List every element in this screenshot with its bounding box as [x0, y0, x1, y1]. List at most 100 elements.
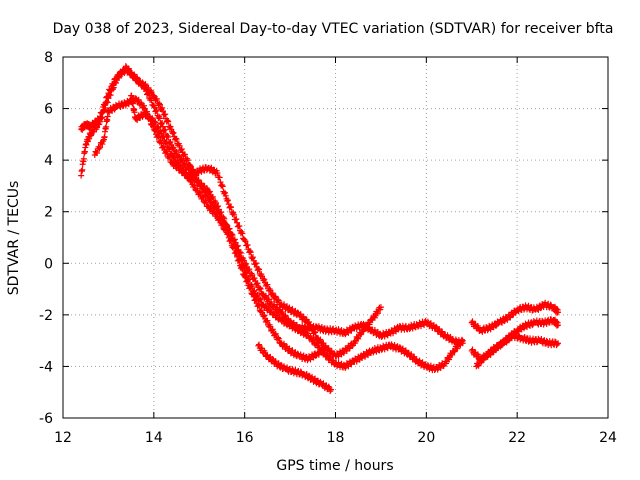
data-marker [501, 318, 508, 325]
data-marker [272, 358, 279, 365]
data-marker [112, 76, 119, 83]
data-marker [107, 87, 114, 94]
data-marker [216, 174, 223, 181]
data-marker [308, 324, 315, 331]
y-tick-label: -4 [39, 359, 53, 375]
data-marker [451, 348, 458, 355]
y-tick-label: 4 [44, 153, 53, 169]
data-marker [475, 362, 482, 369]
data-marker [191, 182, 198, 189]
data-marker [130, 100, 137, 107]
data-marker [188, 177, 195, 184]
data-marker [256, 302, 263, 309]
data-marker [162, 126, 169, 133]
data-marker [424, 318, 431, 325]
data-marker [226, 225, 233, 232]
data-marker [244, 241, 251, 248]
data-marker [137, 99, 144, 106]
data-marker [225, 197, 232, 204]
data-marker [439, 328, 446, 335]
data-marker [307, 333, 314, 340]
series-track-4 [255, 341, 334, 395]
data-point [159, 108, 166, 115]
data-marker [234, 219, 241, 226]
data-marker [256, 284, 263, 291]
data-marker [219, 221, 226, 228]
data-marker [173, 136, 180, 143]
data-marker [247, 285, 254, 292]
data-marker [104, 94, 111, 101]
data-marker [94, 124, 101, 131]
data-marker [97, 113, 104, 120]
data-marker [229, 232, 236, 239]
data-marker [169, 130, 176, 137]
data-marker [164, 117, 171, 124]
data-marker [179, 166, 186, 173]
data-marker [352, 340, 359, 347]
data-marker [190, 166, 197, 173]
data-marker [275, 335, 282, 342]
data-marker [206, 188, 213, 195]
data-marker [110, 80, 117, 87]
data-marker [477, 359, 484, 366]
data-marker [311, 328, 318, 335]
data-marker [145, 90, 152, 97]
data-marker [231, 211, 238, 218]
data-marker [269, 326, 276, 333]
data-marker [282, 312, 289, 319]
data-marker [402, 347, 409, 354]
data-marker [134, 74, 141, 81]
data-marker [254, 292, 261, 299]
data-marker [249, 271, 256, 278]
data-marker [146, 113, 153, 120]
data-marker [148, 97, 155, 104]
data-marker [159, 104, 166, 111]
data-point [214, 170, 221, 177]
data-marker [242, 274, 249, 281]
data-marker [231, 236, 238, 243]
data-marker [170, 129, 177, 136]
data-marker [396, 344, 403, 351]
data-point [150, 92, 157, 99]
data-marker [357, 331, 364, 338]
data-marker [219, 183, 226, 190]
data-marker [218, 220, 225, 227]
data-marker [449, 351, 456, 358]
data-marker [249, 290, 256, 297]
data-marker [228, 237, 235, 244]
data-marker [200, 194, 207, 201]
data-marker [272, 293, 279, 300]
x-tick-label: 12 [54, 430, 72, 446]
data-marker [166, 146, 173, 153]
data-marker [306, 318, 313, 325]
data-marker [156, 100, 163, 107]
data-marker [215, 203, 222, 210]
data-marker [102, 99, 109, 106]
y-tick-label: 8 [44, 50, 53, 66]
data-marker [505, 337, 512, 344]
data-marker [348, 361, 355, 368]
data-marker [218, 209, 225, 216]
y-tick-label: -2 [39, 308, 53, 324]
data-marker [140, 102, 147, 109]
y-axis-label: SDTVAR / TECUs [6, 181, 22, 296]
data-marker [246, 248, 253, 255]
data-marker [156, 101, 163, 108]
y-tick-label: 6 [44, 102, 53, 118]
data-marker [180, 166, 187, 173]
data-marker [239, 266, 246, 273]
data-marker [255, 301, 262, 308]
data-marker [371, 314, 378, 321]
data-marker [252, 296, 259, 303]
data-marker [244, 278, 251, 285]
data-marker [256, 266, 263, 273]
data-marker [262, 302, 269, 309]
data-marker [237, 249, 244, 256]
data-marker [162, 111, 169, 118]
data-marker [236, 257, 243, 264]
data-marker [213, 211, 220, 218]
data-marker [165, 118, 172, 125]
data-marker [151, 104, 158, 111]
